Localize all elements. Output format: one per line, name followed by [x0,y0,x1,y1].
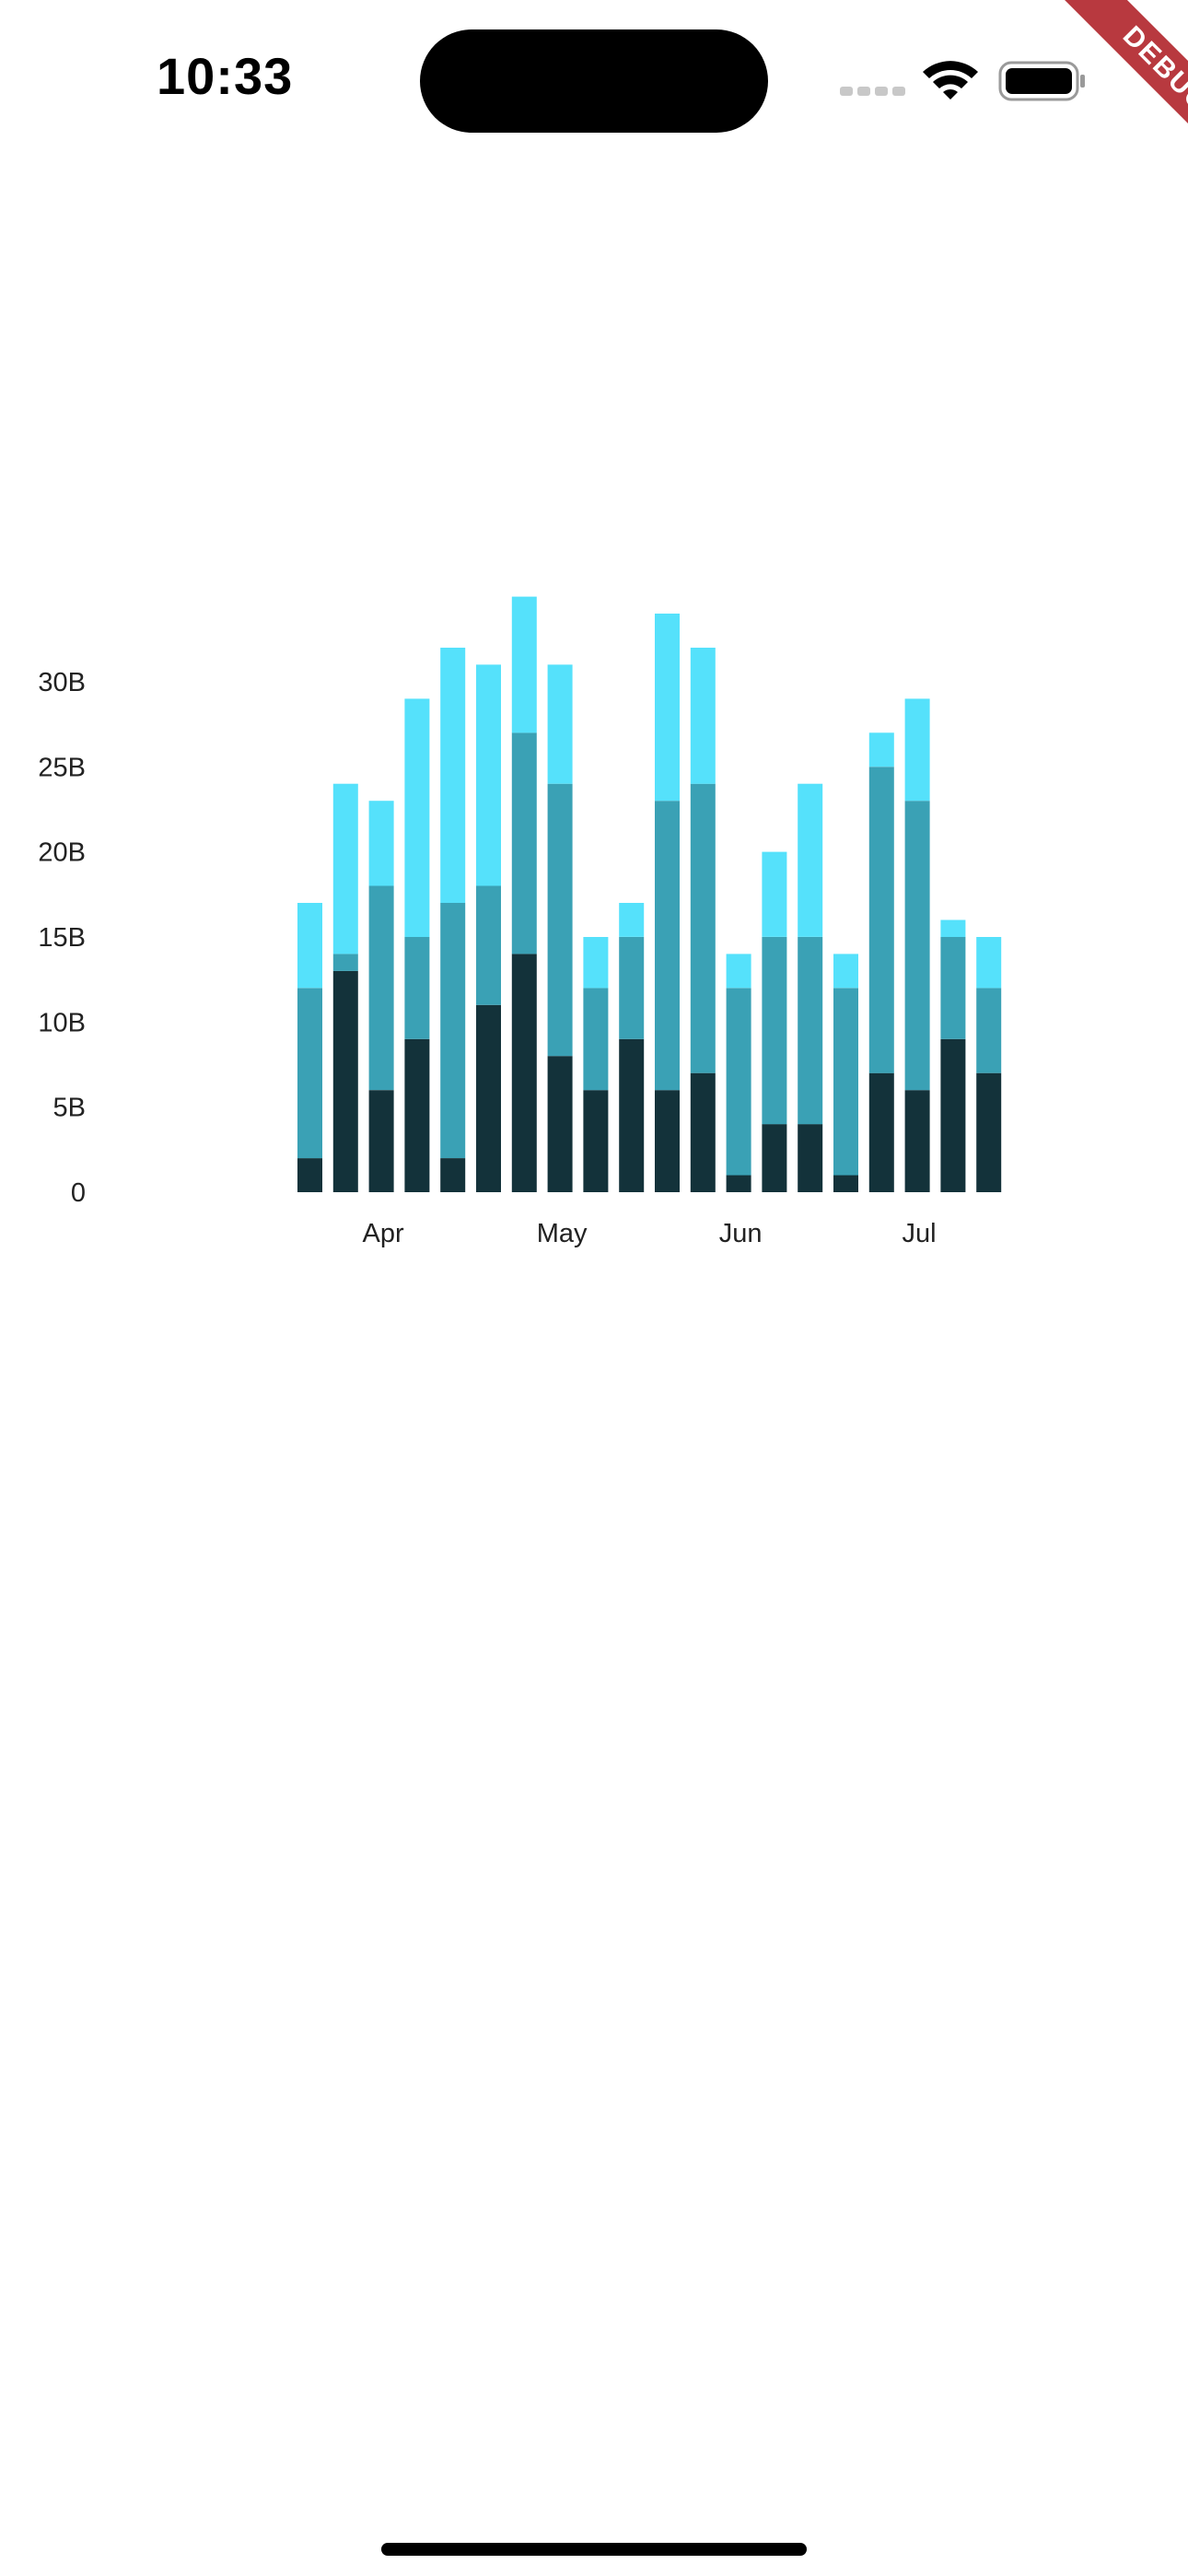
bar-segment-series-1 [798,1124,823,1192]
y-tick-label: 15B [38,923,86,953]
y-tick-label: 0 [71,1178,86,1208]
bar-segment-series-3 [619,903,645,937]
bar-segment-series-2 [833,988,858,1176]
status-time: 10:33 [157,47,294,105]
bar-segment-series-2 [940,937,966,1039]
bar-segment-series-1 [619,1038,645,1192]
bar-segment-series-2 [547,783,573,1057]
bar-segment-series-1 [547,1056,573,1192]
bar-segment-series-3 [583,937,609,989]
bar-segment-series-1 [690,1072,716,1192]
bar-segment-series-2 [476,885,501,1005]
bar-segment-series-1 [655,1090,680,1192]
bar-segment-series-3 [940,919,966,937]
bar-segment-series-3 [690,648,716,784]
bar-segment-series-1 [868,1072,894,1192]
wifi-icon [921,57,980,104]
stacked-bar-chart: 0 5B 10B 15B 20B 25B 30B Apr May Jun Jul [38,596,1002,1248]
bar-segment-series-2 [726,988,751,1176]
bar-segment-series-3 [440,648,466,903]
y-tick-label: 30B [38,668,86,697]
bar-segment-series-3 [762,851,787,937]
bar-segment-series-3 [297,903,322,989]
bar-segment-series-1 [833,1175,858,1192]
x-tick-label: Jul [903,1219,937,1248]
bar-segment-series-3 [655,614,680,802]
bar-segment-series-2 [762,937,787,1125]
bar-segment-series-2 [619,937,645,1039]
bar-segment-series-2 [655,801,680,1091]
bar-segment-series-1 [583,1090,609,1192]
bar-segment-series-1 [904,1090,930,1192]
bar-segment-series-1 [440,1158,466,1192]
bar-segment-series-1 [404,1038,430,1192]
debug-banner: DEBUG [1004,0,1188,184]
bar-segment-series-1 [976,1072,1002,1192]
bar-segment-series-3 [726,954,751,989]
dynamic-island [420,29,768,133]
bar-segment-series-2 [868,767,894,1073]
bar-segment-series-3 [332,783,358,954]
x-tick-label: May [537,1219,588,1248]
bar-segment-series-2 [332,954,358,971]
home-indicator[interactable] [381,2543,807,2556]
bar-segment-series-2 [583,988,609,1091]
bar-segment-series-2 [368,885,394,1091]
bar-segment-series-3 [476,664,501,886]
y-tick-label: 25B [38,753,86,782]
bar-segment-series-3 [798,783,823,937]
bar-segment-series-1 [726,1175,751,1192]
bar-segment-series-2 [904,801,930,1091]
bar-segment-series-2 [404,937,430,1039]
bar-segment-series-3 [976,937,1002,989]
bar-segment-series-3 [833,954,858,989]
bar-segment-series-1 [368,1090,394,1192]
bar-segment-series-1 [297,1158,322,1192]
bar-segment-series-3 [904,698,930,802]
bar-segment-series-3 [368,801,394,886]
x-tick-label: Jun [719,1219,763,1248]
bar-segment-series-1 [476,1004,501,1192]
bar-segment-series-1 [762,1124,787,1192]
bar-segment-series-2 [297,988,322,1159]
bar-segment-series-2 [511,732,537,954]
battery-icon [998,61,1087,106]
bar-segment-series-2 [976,988,1002,1073]
bar-segment-series-2 [690,783,716,1073]
y-tick-label: 20B [38,838,86,868]
y-tick-label: 5B [53,1094,86,1123]
debug-banner-label: DEBUG [1045,0,1188,184]
bar-segment-series-1 [511,954,537,1192]
bar-segment-series-1 [332,970,358,1192]
bar-segment-series-3 [868,732,894,767]
bar-segment-series-3 [511,596,537,733]
status-bar: 10:33 [0,0,1188,166]
y-tick-label: 10B [38,1008,86,1037]
bar-segment-series-2 [440,903,466,1158]
bar-segment-series-2 [798,937,823,1125]
signal-icon [840,85,906,102]
bar-segment-series-1 [940,1038,966,1192]
bar-segment-series-3 [547,664,573,784]
bar-segment-series-3 [404,698,430,937]
x-tick-label: Apr [363,1219,404,1248]
